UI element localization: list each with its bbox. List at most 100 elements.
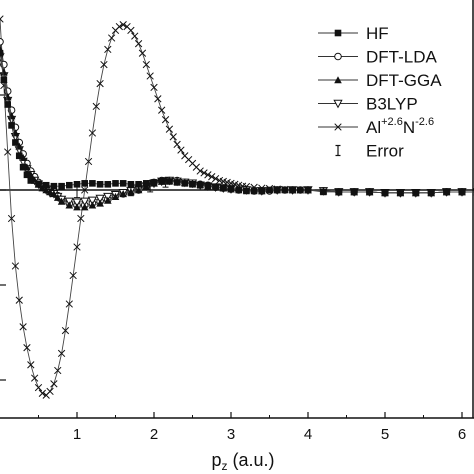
data-point-hf bbox=[143, 180, 150, 187]
data-point-hf bbox=[66, 181, 73, 189]
legend-item-dft-lda: DFT-LDA bbox=[318, 48, 438, 67]
x-marker-stroke-b bbox=[27, 361, 35, 369]
data-point-hf bbox=[304, 186, 312, 194]
data-point-hf bbox=[8, 122, 15, 129]
legend-marker-hf bbox=[334, 29, 342, 37]
data-point-dft-gga bbox=[104, 196, 112, 204]
x-marker-stroke-b bbox=[73, 243, 81, 251]
data-point-al-2-6n-2-6 bbox=[46, 387, 54, 396]
x-marker-stroke-b bbox=[188, 159, 197, 168]
data-point-dft-gga bbox=[96, 199, 104, 207]
x-marker-stroke-b bbox=[34, 383, 43, 392]
x-marker-stroke-b bbox=[30, 374, 39, 382]
data-point-hf bbox=[173, 179, 181, 186]
data-point-hf bbox=[412, 189, 420, 197]
data-point-b3lyp bbox=[87, 196, 98, 206]
x-marker-stroke-b bbox=[334, 123, 342, 131]
data-point-hf bbox=[112, 180, 119, 187]
error-bars bbox=[74, 177, 169, 199]
data-point-hf bbox=[258, 187, 266, 195]
data-point-al-2-6n-2-6 bbox=[34, 383, 43, 392]
data-point-al-2-6n-2-6 bbox=[154, 95, 162, 103]
x-marker-stroke-b bbox=[4, 148, 12, 156]
data-point-hf bbox=[50, 182, 58, 190]
x-marker-stroke-b bbox=[169, 133, 177, 141]
data-point-al-2-6n-2-6 bbox=[0, 15, 4, 23]
data-point-hf bbox=[35, 181, 42, 188]
data-point-hf bbox=[27, 177, 35, 184]
x-marker-stroke-b bbox=[158, 106, 166, 114]
data-point-hf bbox=[23, 171, 31, 179]
data-point-dft-gga bbox=[119, 190, 127, 198]
data-point-hf bbox=[19, 163, 27, 171]
data-point-al-2-6n-2-6 bbox=[4, 148, 12, 156]
data-point-al-2-6n-2-6 bbox=[65, 300, 73, 308]
data-point-al-2-6n-2-6 bbox=[146, 72, 154, 80]
data-point-dft-gga bbox=[65, 201, 74, 209]
data-point-al-2-6n-2-6 bbox=[50, 380, 58, 388]
data-point-hf bbox=[235, 186, 242, 194]
data-point-hf bbox=[42, 181, 50, 189]
data-point-hf bbox=[289, 186, 296, 194]
data-point-hf bbox=[189, 181, 196, 188]
data-point-al-2-6n-2-6 bbox=[127, 26, 135, 35]
x-marker-stroke-b bbox=[81, 186, 89, 194]
x-axis-label-main: p bbox=[211, 450, 221, 470]
data-point-al-2-6n-2-6 bbox=[19, 323, 27, 331]
data-point-al-2-6n-2-6 bbox=[92, 102, 100, 111]
x-marker-stroke-b bbox=[131, 32, 139, 40]
data-point-dft-gga bbox=[50, 190, 58, 198]
data-point-hf bbox=[220, 184, 227, 192]
data-point-al-2-6n-2-6 bbox=[107, 34, 116, 42]
x-marker-stroke-b bbox=[38, 389, 47, 397]
x-marker-stroke-b bbox=[211, 174, 220, 183]
series-layer bbox=[0, 15, 474, 399]
legend-label-error: Error bbox=[366, 142, 404, 161]
data-point-al-2-6n-2-6 bbox=[169, 133, 177, 141]
x-marker-stroke-b bbox=[177, 146, 185, 154]
data-point-dft-gga bbox=[3, 93, 12, 101]
data-point-dft-gga bbox=[73, 203, 81, 211]
data-point-dft-lda bbox=[0, 38, 4, 46]
data-point-hf bbox=[397, 189, 404, 197]
x-axis-label: pz (a.u.) bbox=[211, 450, 274, 473]
data-point-hf bbox=[12, 139, 19, 146]
data-point-al-2-6n-2-6 bbox=[134, 40, 143, 48]
data-point-al-2-6n-2-6 bbox=[158, 106, 166, 114]
x-marker-stroke-b bbox=[7, 214, 16, 223]
x-marker-stroke-b bbox=[161, 116, 170, 124]
x-marker-stroke-b bbox=[200, 169, 208, 177]
x-marker-stroke-b bbox=[100, 60, 108, 69]
data-point-hf bbox=[443, 188, 450, 196]
data-point-al-2-6n-2-6 bbox=[61, 326, 70, 335]
data-point-al-2-6n-2-6 bbox=[84, 157, 93, 166]
x-marker-stroke-b bbox=[134, 40, 143, 48]
data-point-al-2-6n-2-6 bbox=[11, 262, 20, 270]
data-point-hf bbox=[135, 181, 142, 188]
x-tick-label: 5 bbox=[381, 426, 389, 443]
data-point-hf bbox=[0, 76, 8, 84]
x-marker-stroke-b bbox=[165, 125, 174, 133]
data-point-dft-gga bbox=[46, 188, 54, 196]
x-marker-stroke-b bbox=[204, 171, 212, 179]
legend-label-b3lyp: B3LYP bbox=[366, 95, 418, 114]
x-marker-stroke-a bbox=[0, 18, 4, 23]
error-bar bbox=[74, 181, 80, 199]
x-marker-stroke-b bbox=[46, 387, 54, 396]
x-marker-stroke-b bbox=[138, 49, 147, 57]
x-marker-stroke-b bbox=[219, 177, 227, 186]
x-marker-stroke-b bbox=[181, 152, 189, 160]
data-point-hf bbox=[320, 188, 327, 196]
data-point-hf bbox=[58, 182, 65, 190]
legend-label-dft-gga: DFT-GGA bbox=[366, 71, 442, 90]
data-point-dft-gga bbox=[0, 68, 8, 76]
x-marker-stroke-b bbox=[127, 26, 135, 35]
data-point-hf bbox=[150, 179, 158, 186]
data-point-hf bbox=[281, 186, 289, 194]
x-marker-stroke-b bbox=[65, 300, 73, 308]
error-bar bbox=[127, 183, 134, 197]
x-marker-stroke-b bbox=[61, 326, 70, 335]
data-point-dft-gga bbox=[57, 197, 66, 205]
data-point-al-2-6n-2-6 bbox=[150, 83, 158, 92]
